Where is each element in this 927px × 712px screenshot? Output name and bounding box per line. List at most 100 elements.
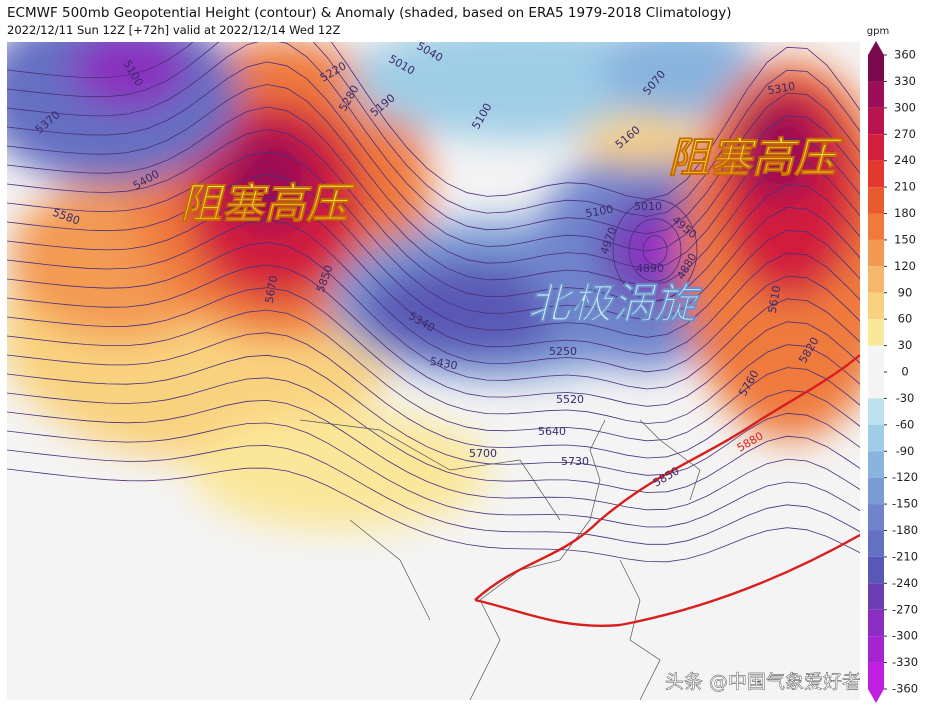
- colorbar-extend: [868, 41, 884, 55]
- contour-line: [7, 61, 860, 252]
- colorbar-band: [868, 319, 884, 346]
- colorbar-band: [868, 345, 884, 372]
- colorbar-tick-label: 60: [898, 312, 913, 326]
- contour-line: [7, 129, 860, 304]
- colorbar-band: [868, 636, 884, 663]
- colorbar-tick-label: -300: [892, 629, 918, 643]
- colorbar-tick-label: -210: [892, 549, 918, 563]
- contour-label: 5010: [634, 200, 662, 213]
- contours: [7, 42, 860, 563]
- contour-label: 5100: [584, 203, 614, 221]
- contour-label: 5430: [429, 355, 459, 373]
- colorbar-band: [868, 107, 884, 135]
- colorbar-band: [868, 266, 884, 293]
- contour-line: [7, 264, 860, 407]
- contour-line: [7, 354, 860, 476]
- colorbar-band: [868, 398, 884, 425]
- contour-label: 5310: [766, 80, 796, 98]
- colorbar-tick-label: 270: [894, 127, 916, 141]
- colorbar-band: [868, 609, 884, 637]
- contour-label: 5250: [549, 345, 577, 358]
- colorbar-tick-label: 120: [894, 259, 916, 273]
- colorbar-tick-label: -90: [896, 444, 915, 458]
- colorbar-tick-label: -180: [892, 523, 918, 537]
- contour-line: [7, 445, 860, 545]
- annotation: 阻塞高压: [668, 133, 844, 182]
- colorbar-tick-label: 240: [894, 153, 916, 167]
- anomaly-shading: [7, 42, 860, 530]
- coastlines: [299, 419, 701, 700]
- title: ECMWF 500mb Geopotential Height (contour…: [7, 5, 732, 21]
- colorbar-tick-label: 150: [894, 232, 916, 246]
- contour-line: [7, 151, 860, 321]
- colorbar-band: [868, 662, 884, 689]
- contour-line: [7, 467, 860, 563]
- colorbar-tick-label: 360: [894, 48, 916, 62]
- colorbar-band: [868, 372, 884, 399]
- contour-line: [7, 42, 860, 235]
- contour-line: [7, 106, 860, 286]
- colorbar-band: [868, 292, 884, 320]
- contour-label: 5670: [263, 274, 281, 304]
- colorbar-tick-label: -120: [892, 470, 918, 484]
- colorbar-tick-label: -270: [892, 602, 918, 616]
- colorbar-tick-label: 30: [898, 338, 913, 352]
- colorbar-band: [868, 424, 884, 452]
- contour-line: [612, 199, 698, 301]
- colorbar-band: [868, 160, 884, 188]
- contour-line: [628, 218, 682, 282]
- contour-label: 5520: [556, 393, 584, 406]
- colorbar-band: [868, 81, 884, 108]
- colorbar-unit: gpm: [867, 26, 889, 37]
- contour-label: 5640: [538, 425, 566, 438]
- colorbar-band: [868, 451, 884, 478]
- colorbar-band: [868, 504, 884, 531]
- colorbar-band: [868, 239, 884, 267]
- colorbar-band: [868, 477, 884, 505]
- contour-5880: [474, 354, 860, 601]
- contour-line: [7, 377, 860, 493]
- contour-line: [7, 399, 860, 511]
- contour-label: 5730: [561, 455, 589, 468]
- colorbar-extend: [868, 689, 884, 703]
- colorbar-tick-label: 300: [894, 100, 916, 114]
- colorbar-band: [868, 530, 884, 557]
- colorbar-tick-label: 90: [898, 285, 913, 299]
- contour-5880: [474, 533, 860, 627]
- colorbar: 3603303002702402101801501209060300-30-60…: [868, 41, 918, 703]
- contour-line: [7, 287, 860, 424]
- contour-label: 5610: [766, 284, 784, 314]
- colorbar-tick-label: 210: [894, 180, 916, 194]
- contour-line: [7, 219, 860, 373]
- colorbar-tick-label: -360: [892, 682, 918, 696]
- contour-line: [7, 332, 860, 459]
- contour-line: [7, 422, 860, 528]
- colorbar-tick-label: 0: [901, 365, 908, 379]
- contour-line: [642, 235, 668, 265]
- contour-label: 5700: [469, 447, 497, 460]
- contour-line: [7, 174, 860, 338]
- colorbar-band: [868, 556, 884, 584]
- contour-line: [7, 42, 860, 217]
- colorbar-tick-label: -240: [892, 576, 918, 590]
- annotation: 北极涡旋: [528, 279, 703, 328]
- contour-line: [7, 241, 860, 390]
- colorbar-tick-label: -30: [896, 391, 915, 405]
- colorbar-band: [868, 55, 884, 82]
- contour-label: 4890: [636, 262, 664, 275]
- colorbar-band: [868, 583, 884, 610]
- colorbar-band: [868, 187, 884, 214]
- colorbar-tick-label: -330: [892, 655, 918, 669]
- contour-line: [7, 196, 860, 355]
- colorbar-tick-label: 330: [894, 74, 916, 88]
- contour-line: [7, 42, 860, 200]
- subtitle: 2022/12/11 Sun 12Z [+72h] valid at 2022/…: [7, 23, 341, 37]
- colorbar-tick-label: 180: [894, 206, 916, 220]
- colorbar-tick-label: -60: [896, 417, 915, 431]
- contour-line: [7, 309, 860, 442]
- colorbar-band: [868, 213, 884, 240]
- colorbar-tick-label: -150: [892, 497, 918, 511]
- annotation: 阻塞高压: [180, 179, 356, 228]
